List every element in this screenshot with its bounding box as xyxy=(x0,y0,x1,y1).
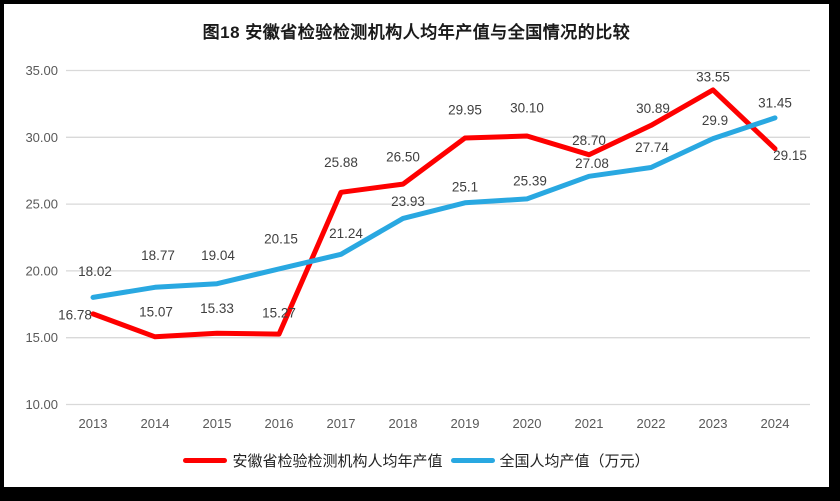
y-axis-tick-labels: 35.00 30.00 25.00 20.00 15.00 10.00 xyxy=(25,63,58,412)
legend-swatch-anhui-line xyxy=(183,458,228,463)
chart-title: 图18 安徽省检验检测机构人均年产值与全国情况的比较 xyxy=(202,23,631,42)
y-tick-label: 20.00 xyxy=(25,263,58,278)
data-label: 18.02 xyxy=(78,264,112,279)
data-label: 27.74 xyxy=(635,140,669,155)
y-tick-label: 25.00 xyxy=(25,197,58,212)
y-tick-label: 15.00 xyxy=(25,330,58,345)
gridlines xyxy=(66,69,810,406)
series-line-0 xyxy=(90,87,778,340)
x-tick-label: 2019 xyxy=(451,416,480,431)
x-axis-tick-labels: 2013 2014 2015 2016 2017 2018 2019 2020 2021 2022… xyxy=(79,416,790,431)
x-tick-label: 2023 xyxy=(699,416,728,431)
x-tick-label: 2024 xyxy=(761,416,790,431)
data-label: 30.10 xyxy=(510,100,544,115)
y-tick-label: 10.00 xyxy=(25,397,58,412)
x-tick-label: 2017 xyxy=(327,416,356,431)
x-tick-label: 2020 xyxy=(513,416,542,431)
chart-canvas: 图18 安徽省检验检测机构人均年产值与全国情况的比较 35.00 30.00 25.… xyxy=(4,4,829,487)
data-label: 25.1 xyxy=(452,179,478,194)
data-label: 23.93 xyxy=(391,194,425,209)
x-tick-label: 2021 xyxy=(575,416,604,431)
data-label: 25.39 xyxy=(513,173,547,188)
data-label: 30.89 xyxy=(636,101,670,116)
data-label: 21.24 xyxy=(329,226,363,241)
data-label: 27.08 xyxy=(575,156,609,171)
data-label: 19.04 xyxy=(201,248,235,263)
legend-label-anhui: 安徽省检验检测机构人均年产值 xyxy=(232,453,443,470)
data-label: 26.50 xyxy=(386,150,420,165)
x-tick-label: 2014 xyxy=(141,416,170,431)
x-tick-label: 2018 xyxy=(389,416,418,431)
data-label: 15.07 xyxy=(139,304,173,319)
x-tick-label: 2022 xyxy=(637,416,666,431)
y-tick-label: 35.00 xyxy=(25,63,58,78)
data-label: 29.95 xyxy=(448,102,482,117)
x-tick-label: 2016 xyxy=(265,416,294,431)
data-label: 28.70 xyxy=(572,133,606,148)
data-label: 31.45 xyxy=(758,95,792,110)
x-tick-label: 2013 xyxy=(79,416,108,431)
data-label: 25.88 xyxy=(324,155,358,170)
data-label: 18.77 xyxy=(141,248,175,263)
y-tick-label: 30.00 xyxy=(25,130,58,145)
x-tick-label: 2015 xyxy=(203,416,232,431)
chart-legend: 安徽省检验检测机构人均年产值 全国人均产值（万元） xyxy=(4,450,829,471)
data-label: 29.9 xyxy=(702,113,728,128)
data-label: 20.15 xyxy=(264,231,298,246)
data-label: 33.55 xyxy=(696,69,730,84)
data-label: 15.33 xyxy=(200,301,234,316)
legend-item-national: 全国人均产值（万元） xyxy=(450,450,650,471)
data-labels-series-1: 18.02 18.77 19.04 20.15 21.24 23.93 25.1 25.39 2… xyxy=(78,95,792,278)
legend-label-national: 全国人均产值（万元） xyxy=(499,453,650,470)
data-label: 15.27 xyxy=(262,306,296,321)
data-label: 29.15 xyxy=(773,148,807,163)
data-labels-series-0: 16.78 15.07 15.33 15.27 25.88 26.50 29.95 30.10… xyxy=(58,69,807,322)
series-line-1 xyxy=(90,115,778,300)
legend-item-anhui: 安徽省检验检测机构人均年产值 xyxy=(183,450,443,471)
data-label: 16.78 xyxy=(58,307,92,322)
legend-swatch-national-line xyxy=(450,458,495,463)
